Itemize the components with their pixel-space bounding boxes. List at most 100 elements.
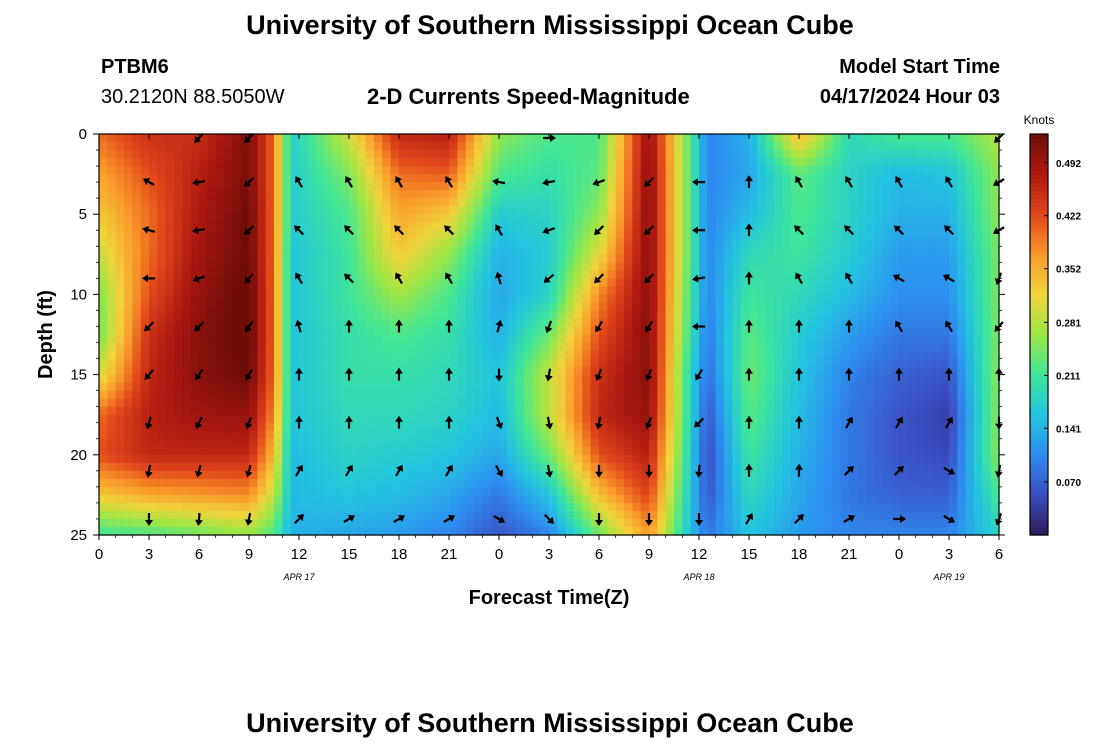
heatmap-cell — [732, 334, 742, 344]
heatmap-cell — [365, 302, 375, 312]
heatmap-cell — [215, 366, 225, 376]
heatmap-cell — [499, 326, 508, 336]
heatmap-cell — [499, 334, 508, 344]
heatmap-cell — [882, 382, 892, 392]
heatmap-cell — [149, 494, 158, 504]
heatmap-cell — [290, 374, 300, 384]
heatmap-cell — [199, 350, 208, 360]
heatmap-cell — [990, 158, 1000, 167]
heatmap-cell — [115, 294, 125, 304]
heatmap-cell — [207, 182, 217, 191]
heatmap-cell — [165, 494, 175, 504]
heatmap-cell — [824, 446, 833, 456]
heatmap-cell — [215, 358, 225, 368]
heatmap-cell — [715, 302, 725, 312]
heatmap-cell — [940, 294, 950, 304]
heatmap-cell — [949, 182, 958, 191]
heatmap-cell — [665, 454, 675, 464]
heatmap-cell — [332, 238, 342, 247]
heatmap-cell — [124, 478, 133, 488]
heatmap-cell — [232, 390, 242, 400]
heatmap-cell — [424, 350, 433, 360]
heatmap-cell — [324, 222, 333, 231]
heatmap-cell — [115, 486, 125, 496]
heatmap-cell — [199, 502, 208, 512]
heatmap-cell — [690, 390, 700, 400]
heatmap-cell — [840, 422, 850, 432]
heatmap-cell — [465, 350, 475, 360]
heatmap-cell — [790, 182, 800, 191]
heatmap-cell — [882, 334, 892, 344]
heatmap-cell — [632, 430, 642, 440]
heatmap-cell — [557, 166, 567, 175]
heatmap-cell — [815, 414, 825, 424]
heatmap-cell — [282, 174, 292, 183]
heatmap-cell — [699, 198, 708, 207]
heatmap-cell — [790, 174, 800, 183]
heatmap-cell — [907, 382, 917, 392]
heatmap-cell — [165, 206, 175, 215]
heatmap-cell — [924, 198, 933, 207]
heatmap-cell — [182, 294, 192, 304]
heatmap-cell — [524, 174, 533, 183]
heatmap-cell — [899, 198, 908, 207]
heatmap-cell — [424, 134, 433, 143]
heatmap-cell — [965, 342, 975, 352]
heatmap-cell — [165, 446, 175, 456]
heatmap-cell — [940, 366, 950, 376]
heatmap-cell — [540, 214, 550, 223]
heatmap-cell — [665, 150, 675, 159]
heatmap-cell — [482, 294, 492, 304]
heatmap-cell — [824, 214, 833, 223]
heatmap-cell — [882, 350, 892, 360]
heatmap-cell — [115, 422, 125, 432]
heatmap-cell — [815, 318, 825, 328]
heatmap-cell — [724, 446, 733, 456]
heatmap-cell — [140, 254, 150, 263]
heatmap-cell — [557, 494, 567, 504]
heatmap-cell — [332, 326, 342, 336]
heatmap-cell — [290, 462, 300, 472]
heatmap-cell — [565, 262, 575, 271]
heatmap-cell — [157, 382, 167, 392]
heatmap-cell — [740, 214, 750, 223]
heatmap-cell — [590, 254, 600, 263]
heatmap-cell — [832, 398, 842, 408]
heatmap-cell — [299, 414, 308, 424]
heatmap-cell — [815, 430, 825, 440]
heatmap-cell — [99, 158, 108, 167]
heatmap-cell — [132, 294, 142, 304]
heatmap-cell — [732, 462, 742, 472]
heatmap-cell — [865, 462, 875, 472]
heatmap-cell — [799, 310, 808, 320]
heatmap-cell — [457, 318, 467, 328]
heatmap-cell — [640, 310, 650, 320]
heatmap-cell — [832, 230, 842, 239]
heatmap-cell — [865, 230, 875, 239]
heatmap-cell — [882, 198, 892, 207]
heatmap-cell — [949, 214, 958, 223]
heatmap-cell — [874, 158, 883, 167]
heatmap-cell — [465, 214, 475, 223]
heatmap-cell — [890, 430, 900, 440]
heatmap-cell — [490, 406, 500, 416]
heatmap-cell — [874, 374, 883, 384]
heatmap-cell — [499, 246, 508, 255]
heatmap-cell — [615, 366, 625, 376]
heatmap-cell — [582, 478, 592, 488]
heatmap-cell — [149, 238, 158, 247]
heatmap-cell — [865, 406, 875, 416]
heatmap-cell — [799, 278, 808, 287]
heatmap-cell — [840, 158, 850, 167]
heatmap-cell — [507, 198, 517, 207]
heatmap-cell — [599, 254, 608, 263]
heatmap-cell — [724, 150, 733, 159]
heatmap-cell — [424, 422, 433, 432]
heatmap-cell — [932, 454, 942, 464]
heatmap-cell — [657, 270, 667, 279]
heatmap-cell — [165, 294, 175, 304]
heatmap-cell — [140, 262, 150, 271]
heatmap-cell — [224, 422, 233, 432]
heatmap-cell — [382, 206, 392, 215]
heatmap-cell — [649, 342, 658, 352]
